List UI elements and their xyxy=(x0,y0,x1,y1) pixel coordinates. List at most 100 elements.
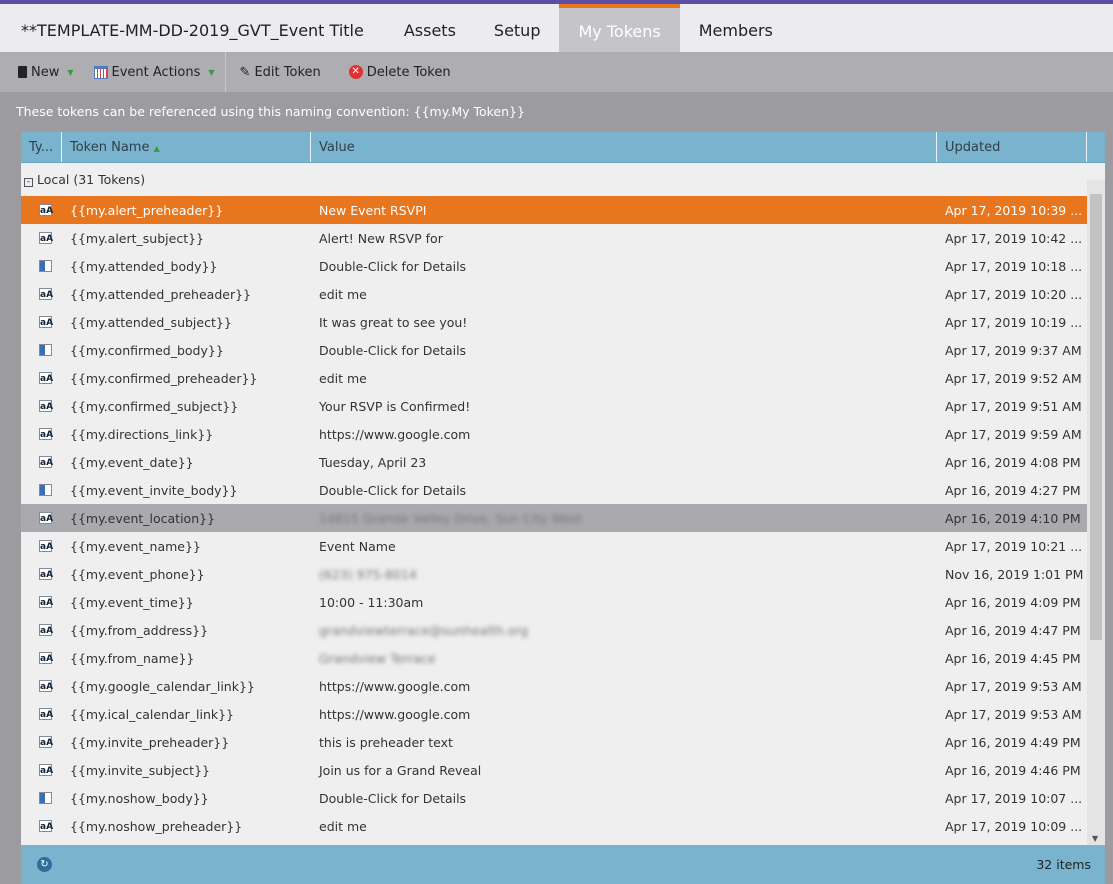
table-row[interactable]: aA {{my.google_calendar_link}} https://w… xyxy=(21,672,1087,700)
updated-cell: Apr 17, 2019 9:53 AM xyxy=(945,706,1082,722)
updated-cell: Apr 17, 2019 9:51 AM xyxy=(945,398,1082,414)
table-row[interactable]: aA {{my.event_location}} 14815 Grande Va… xyxy=(21,504,1087,532)
token-name-cell: {{my.ical_calendar_link}} xyxy=(70,706,235,722)
table-row[interactable]: aA {{my.alert_subject}} Alert! New RSVP … xyxy=(21,224,1087,252)
token-name-cell: {{my.alert_preheader}} xyxy=(70,202,224,218)
token-name-header-label: Token Name xyxy=(70,140,150,155)
token-name-cell: {{my.noshow_preheader}} xyxy=(70,818,243,834)
type-cell: aA xyxy=(21,288,62,300)
calendar-icon xyxy=(93,65,108,79)
token-name-cell: {{my.directions_link}} xyxy=(70,426,214,442)
table-row[interactable]: aA {{my.event_name}} Event Name Apr 17, … xyxy=(21,532,1087,560)
column-header-updated[interactable]: Updated xyxy=(937,132,1087,162)
updated-cell: Apr 16, 2019 4:47 PM xyxy=(945,622,1081,638)
text-token-icon: aA xyxy=(39,568,54,580)
type-cell: aA xyxy=(21,624,62,636)
rich-text-token-icon xyxy=(39,260,52,272)
token-name-cell: {{my.attended_preheader}} xyxy=(70,286,251,302)
table-row[interactable]: aA {{my.from_address}} grandviewterrace@… xyxy=(21,616,1087,644)
group-local[interactable]: - Local (31 Tokens) xyxy=(21,163,1105,196)
table-row[interactable]: aA {{my.event_time}} 10:00 - 11:30am Apr… xyxy=(21,588,1087,616)
pencil-icon: ✎ xyxy=(239,64,251,80)
value-cell: Event Name xyxy=(319,538,396,554)
updated-cell: Apr 16, 2019 4:49 PM xyxy=(945,734,1081,750)
token-name-cell: {{my.event_invite_body}} xyxy=(70,482,238,498)
table-row[interactable]: aA {{my.attended_subject}} It was great … xyxy=(21,308,1087,336)
text-token-icon: aA xyxy=(39,316,54,328)
table-row[interactable]: aA {{my.event_phone}} (623) 975-8014 Nov… xyxy=(21,560,1087,588)
event-actions-button[interactable]: Event Actions ▼ xyxy=(84,52,225,92)
delete-icon: ✕ xyxy=(348,65,363,79)
table-row[interactable]: {{my.attended_body}} Double-Click for De… xyxy=(21,252,1087,280)
new-button[interactable]: New ▼ xyxy=(0,52,84,92)
text-token-icon: aA xyxy=(39,400,54,412)
rich-text-token-icon xyxy=(39,792,52,804)
type-cell: aA xyxy=(21,400,62,412)
vertical-scrollbar[interactable]: ▼ xyxy=(1087,180,1105,845)
updated-cell: Apr 17, 2019 10:09 ... xyxy=(945,818,1083,834)
table-row[interactable]: aA {{my.alert_preheader}} New Event RSVP… xyxy=(21,196,1087,224)
scrollbar-thumb[interactable] xyxy=(1090,194,1102,640)
table-row[interactable]: aA {{my.directions_link}} https://www.go… xyxy=(21,420,1087,448)
collapse-icon[interactable]: - xyxy=(24,178,33,187)
text-token-icon: aA xyxy=(39,372,54,384)
edit-token-label: Edit Token xyxy=(254,64,321,80)
token-name-cell: {{my.confirmed_preheader}} xyxy=(70,370,258,386)
tab-members[interactable]: Members xyxy=(698,21,773,40)
table-row[interactable]: aA {{my.event_date}} Tuesday, April 23 A… xyxy=(21,448,1087,476)
type-cell xyxy=(21,792,62,804)
delete-token-button[interactable]: ✕ Delete Token xyxy=(331,52,461,92)
table-row[interactable]: {{my.noshow_body}} Double-Click for Deta… xyxy=(21,784,1087,812)
table-row[interactable]: {{my.event_invite_body}} Double-Click fo… xyxy=(21,476,1087,504)
table-row[interactable]: aA {{my.from_name}} Grandview Terrace Ap… xyxy=(21,644,1087,672)
updated-cell: Apr 17, 2019 10:21 ... xyxy=(945,538,1083,554)
table-row[interactable]: aA {{my.invite_subject}} Join us for a G… xyxy=(21,756,1087,784)
item-count: 32 items xyxy=(1036,857,1091,872)
column-header-type[interactable]: Ty... xyxy=(21,132,62,162)
type-cell: aA xyxy=(21,512,62,524)
rich-text-token-icon xyxy=(39,484,52,496)
token-name-cell: {{my.event_location}} xyxy=(70,510,216,526)
tab-my-tokens[interactable]: My Tokens xyxy=(559,4,680,52)
type-cell xyxy=(21,260,62,272)
updated-cell: Apr 17, 2019 10:39 ... xyxy=(945,202,1083,218)
type-cell: aA xyxy=(21,596,62,608)
type-cell: aA xyxy=(21,456,62,468)
text-token-icon: aA xyxy=(39,596,54,608)
group-label: Local (31 Tokens) xyxy=(36,172,146,187)
token-name-cell: {{my.google_calendar_link}} xyxy=(70,678,255,694)
column-header-value[interactable]: Value xyxy=(311,132,937,162)
table-row[interactable]: aA {{my.invite_preheader}} this is prehe… xyxy=(21,728,1087,756)
updated-cell: Apr 16, 2019 4:27 PM xyxy=(945,482,1081,498)
refresh-icon[interactable]: ↻ xyxy=(37,857,52,872)
value-cell: Double-Click for Details xyxy=(319,342,467,358)
tab-program-title[interactable]: **TEMPLATE-MM-DD-2019_GVT_Event Title xyxy=(21,21,364,40)
value-cell: Grandview Terrace xyxy=(319,650,436,666)
value-cell: edit me xyxy=(319,370,367,386)
type-cell: aA xyxy=(21,764,62,776)
value-cell: Join us for a Grand Reveal xyxy=(319,762,482,778)
table-row[interactable]: {{my.confirmed_body}} Double-Click for D… xyxy=(21,336,1087,364)
token-name-cell: {{my.from_name}} xyxy=(70,650,195,666)
text-token-icon: aA xyxy=(39,652,54,664)
table-row[interactable]: aA {{my.attended_preheader}} edit me Apr… xyxy=(21,280,1087,308)
tab-setup[interactable]: Setup xyxy=(493,21,541,40)
grid-header: Ty... Token Name ▲ Value Updated xyxy=(21,132,1105,163)
token-name-cell: {{my.from_address}} xyxy=(70,622,209,638)
table-row[interactable]: aA {{my.noshow_preheader}} edit me Apr 1… xyxy=(21,812,1087,840)
edit-token-button[interactable]: ✎ Edit Token xyxy=(226,52,331,92)
table-row[interactable]: aA {{my.confirmed_subject}} Your RSVP is… xyxy=(21,392,1087,420)
rich-text-token-icon xyxy=(39,344,52,356)
naming-convention-info: These tokens can be referenced using thi… xyxy=(16,104,525,119)
type-cell: aA xyxy=(21,820,62,832)
token-name-cell: {{my.event_name}} xyxy=(70,538,201,554)
scroll-down-arrow-icon[interactable]: ▼ xyxy=(1092,834,1099,843)
column-header-token-name[interactable]: Token Name ▲ xyxy=(62,132,311,162)
table-row[interactable]: aA {{my.ical_calendar_link}} https://www… xyxy=(21,700,1087,728)
type-cell: aA xyxy=(21,652,62,664)
updated-cell: Apr 16, 2019 4:45 PM xyxy=(945,650,1081,666)
value-cell: edit me xyxy=(319,818,367,834)
value-cell: Double-Click for Details xyxy=(319,482,467,498)
table-row[interactable]: aA {{my.confirmed_preheader}} edit me Ap… xyxy=(21,364,1087,392)
tab-assets[interactable]: Assets xyxy=(403,21,456,40)
